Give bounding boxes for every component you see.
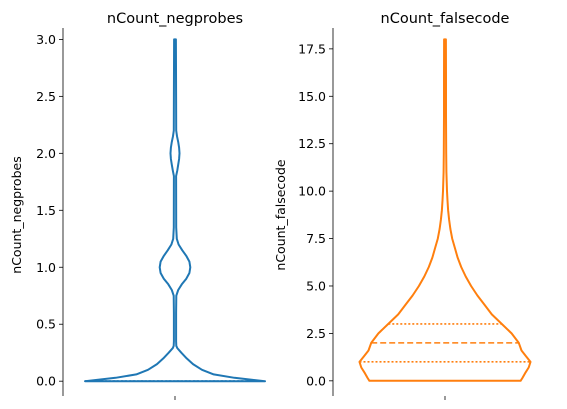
y-ticks-negprobes: 0.0 0.5 1.0 1.5 2.0 2.5 3.0 [36,32,63,389]
y-tick-label: 0.5 [36,317,56,332]
y-tick-label: 2.0 [36,146,56,161]
y-tick-label: 3.0 [36,32,56,47]
y-tick-label: 1.0 [36,260,56,275]
quartile-lines-falsecode [359,323,531,363]
chart-title-falsecode: nCount_falsecode [381,11,510,27]
y-ticks-falsecode: 0.0 2.5 5.0 7.5 10.0 12.5 15.0 17.5 [298,41,333,388]
y-tick-label: 17.5 [298,41,326,56]
violin-body-falsecode [358,38,532,382]
y-tick-label: 0.0 [36,374,56,389]
chart-negprobes: nCount_negprobes 0.0 0.5 1.0 1.5 2.0 2.5 3.0 n… [9,11,266,400]
y-axis-label-falsecode: nCount_falsecode [273,159,288,270]
violin-body-negprobes [84,38,266,383]
chart-falsecode: nCount_falsecode 0.0 2.5 5.0 7.5 10.0 12.5 15.… [273,11,532,400]
y-tick-label: 15.0 [298,89,326,104]
chart-title-negprobes: nCount_negprobes [107,11,243,27]
y-tick-label: 0.0 [306,373,326,388]
y-tick-label: 2.5 [306,326,326,341]
y-tick-label: 7.5 [306,231,326,246]
y-tick-label: 5.0 [306,278,326,293]
y-tick-label: 2.5 [36,89,56,104]
y-axis-label-negprobes: nCount_negprobes [9,156,24,273]
y-tick-label: 1.5 [36,203,56,218]
y-tick-label: 10.0 [298,184,326,199]
y-tick-label: 12.5 [298,136,326,151]
